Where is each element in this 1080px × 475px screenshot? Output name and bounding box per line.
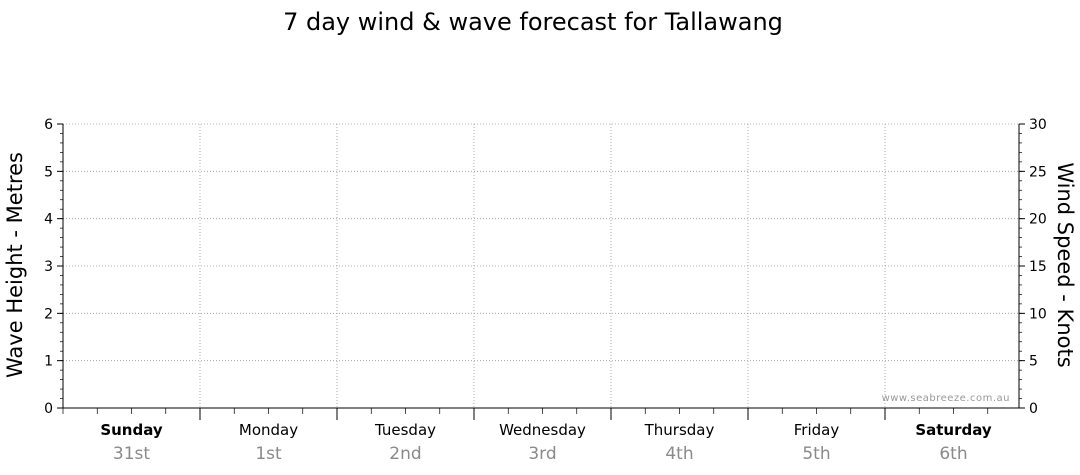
date-label: 1st <box>255 444 282 464</box>
left-tick-label: 0 <box>44 401 53 417</box>
date-label: 2nd <box>389 444 421 464</box>
right-tick-label: 30 <box>1029 117 1047 133</box>
day-label: Sunday <box>100 421 163 439</box>
left-tick-label: 2 <box>44 306 53 322</box>
left-tick-label: 3 <box>44 259 53 275</box>
right-tick-label: 0 <box>1029 401 1038 417</box>
left-axis-label: Wave Height - Metres <box>3 152 27 378</box>
right-tick-label: 10 <box>1029 306 1047 322</box>
left-tick-label: 5 <box>44 164 53 180</box>
watermark: www.seabreeze.com.au <box>882 393 1010 404</box>
day-label: Tuesday <box>374 421 436 439</box>
right-tick-label: 5 <box>1029 354 1038 370</box>
left-tick-label: 4 <box>44 212 53 228</box>
day-label: Friday <box>794 421 840 439</box>
left-tick-label: 6 <box>44 117 53 133</box>
day-labels: Sunday 31st Monday 1st Tuesday 2nd Wednesday 3r… <box>100 421 992 464</box>
date-label: 31st <box>113 444 150 464</box>
right-tick-label: 20 <box>1029 212 1047 228</box>
axes <box>57 123 1025 420</box>
date-label: 5th <box>802 444 830 464</box>
right-tick-label: 25 <box>1029 164 1047 180</box>
day-label: Saturday <box>915 421 992 439</box>
day-label: Wednesday <box>499 421 586 439</box>
day-label: Thursday <box>644 421 715 439</box>
date-label: 3rd <box>528 444 556 464</box>
date-label: 6th <box>939 444 967 464</box>
right-axis-label: Wind Speed - Knots <box>1053 162 1077 367</box>
right-tick-label: 15 <box>1029 259 1047 275</box>
tick-labels: 0 1 2 3 4 5 6 0 5 10 15 20 25 30 <box>44 117 1047 417</box>
day-label: Monday <box>239 421 298 439</box>
chart-title: 7 day wind & wave forecast for Tallawang <box>283 8 783 36</box>
plot-grid <box>63 123 1019 408</box>
left-tick-label: 1 <box>44 354 53 370</box>
date-label: 4th <box>665 444 693 464</box>
